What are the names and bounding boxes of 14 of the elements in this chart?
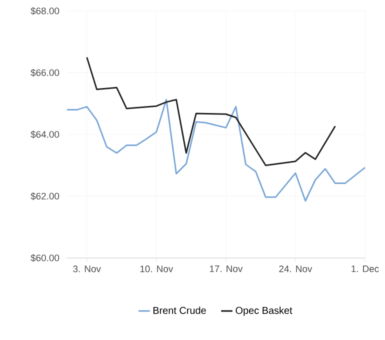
y-tick-label: $66.00 [30, 68, 60, 77]
x-tick-label: 10. Nov [140, 266, 174, 272]
legend-label: Opec Basket [236, 306, 292, 316]
x-tick-label: 24. Nov [279, 266, 312, 272]
y-tick-label: $68.00 [30, 7, 60, 15]
line-series [86, 56, 336, 166]
line-series [66, 98, 366, 202]
x-tick-label: 3. Nov [73, 266, 101, 272]
x-tick-label: 17. Nov [210, 266, 243, 272]
legend-label: Brent Crude [153, 306, 206, 314]
y-tick-label: $62.00 [30, 192, 60, 200]
y-tick-label: $60.00 [30, 254, 60, 262]
x-tick-label: 1. Dec [352, 266, 379, 272]
y-tick-label: $64.00 [30, 130, 60, 138]
